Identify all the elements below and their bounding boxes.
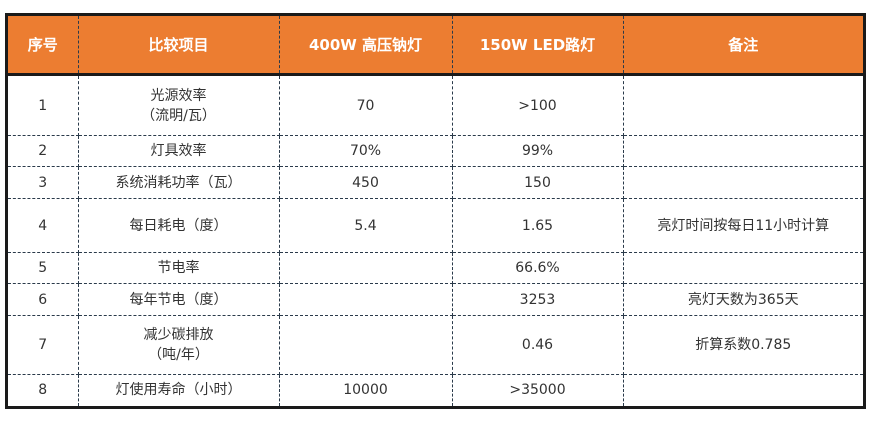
row-index: 6 xyxy=(8,283,79,316)
row-hps-value: 450 xyxy=(279,166,453,199)
row-led-value: 99% xyxy=(452,135,624,167)
table-row: 8 灯使用寿命（小时） 10000 >35000 xyxy=(8,374,863,406)
table-header-row: 序号 比较项目 400W 高压钠灯 150W LED路灯 备注 xyxy=(8,16,863,76)
row-note xyxy=(623,252,863,284)
row-index: 4 xyxy=(8,198,79,253)
row-index: 8 xyxy=(8,374,79,406)
row-led-value: 150 xyxy=(452,166,624,199)
row-note xyxy=(623,135,863,167)
row-note: 亮灯天数为365天 xyxy=(623,283,863,316)
row-item: 节电率 xyxy=(78,252,280,284)
comparison-table: 序号 比较项目 400W 高压钠灯 150W LED路灯 备注 1 光源效率 （… xyxy=(5,13,866,409)
row-item: 灯使用寿命（小时） xyxy=(78,374,280,406)
row-index: 3 xyxy=(8,166,79,199)
table-row: 5 节电率 66.6% xyxy=(8,252,863,284)
row-note: 亮灯时间按每日11小时计算 xyxy=(623,198,863,253)
row-led-value: 66.6% xyxy=(452,252,624,284)
row-item: 系统消耗功率（瓦） xyxy=(78,166,280,199)
header-hps-lamp: 400W 高压钠灯 xyxy=(279,16,453,76)
row-led-value: 3253 xyxy=(452,283,624,316)
row-item: 每年节电（度） xyxy=(78,283,280,316)
row-item: 光源效率 （流明/瓦） xyxy=(78,74,280,136)
table-row: 3 系统消耗功率（瓦） 450 150 xyxy=(8,166,863,199)
row-hps-value: 10000 xyxy=(279,374,453,406)
row-hps-value: 5.4 xyxy=(279,198,453,253)
row-index: 2 xyxy=(8,135,79,167)
row-note xyxy=(623,375,863,406)
row-item-line: 光源效率 xyxy=(150,87,207,104)
header-index: 序号 xyxy=(8,16,79,76)
row-led-value: >35000 xyxy=(452,374,624,406)
row-item: 减少碳排放 （吨/年） xyxy=(78,315,280,375)
table-row: 6 每年节电（度） 3253 亮灯天数为365天 xyxy=(8,283,863,316)
row-note xyxy=(623,166,863,199)
row-hps-value xyxy=(279,315,453,375)
row-item-line: 减少碳排放 xyxy=(143,327,214,343)
row-item-line: （吨/年） xyxy=(148,347,209,363)
row-hps-value: 70% xyxy=(279,135,453,167)
row-item: 每日耗电（度） xyxy=(78,198,280,253)
row-led-value: 1.65 xyxy=(452,198,624,253)
row-index: 5 xyxy=(8,252,79,284)
row-note xyxy=(623,74,863,136)
header-led-lamp: 150W LED路灯 xyxy=(452,16,624,76)
table-row: 1 光源效率 （流明/瓦） 70 >100 xyxy=(8,74,863,136)
row-item: 灯具效率 xyxy=(78,135,280,167)
row-led-value: 0.46 xyxy=(452,315,624,375)
table-row: 2 灯具效率 70% 99% xyxy=(8,135,863,167)
row-hps-value: 70 xyxy=(279,74,453,136)
header-item: 比较项目 xyxy=(78,16,280,76)
header-notes: 备注 xyxy=(623,16,863,76)
table-row: 4 每日耗电（度） 5.4 1.65 亮灯时间按每日11小时计算 xyxy=(8,198,863,253)
row-note: 折算系数0.785 xyxy=(623,315,863,375)
row-hps-value xyxy=(279,252,453,284)
row-item-line: （流明/瓦） xyxy=(141,107,216,124)
row-index: 7 xyxy=(8,315,79,375)
row-hps-value xyxy=(279,283,453,316)
row-led-value: >100 xyxy=(452,74,624,136)
row-index: 1 xyxy=(8,74,79,136)
table-row: 7 减少碳排放 （吨/年） 0.46 折算系数0.785 xyxy=(8,315,863,375)
